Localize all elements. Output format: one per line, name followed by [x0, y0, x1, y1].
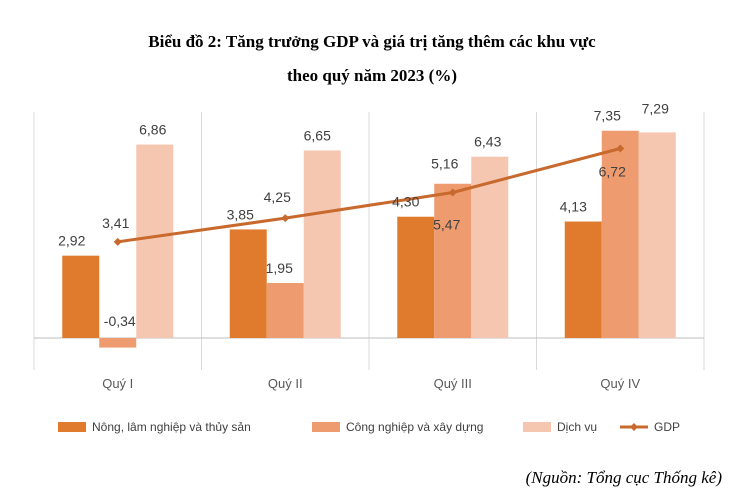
bar-industry-q1: [99, 338, 137, 348]
label-gdp-q1: 3,41: [102, 215, 129, 231]
legend-gdp-marker: [630, 423, 638, 431]
bar-industry-q4: [601, 130, 639, 338]
label-services-q2: 6,65: [304, 127, 331, 143]
bar-agri-q3: [397, 216, 435, 338]
bar-agri-q2: [229, 229, 267, 338]
legend-agri-label: Nông, lâm nghiệp và thủy sản: [92, 420, 251, 434]
bar-services-q1: [136, 144, 174, 338]
gdp-point-q1: [113, 237, 122, 246]
data-labels: 2,92 -0,34 6,86 3,85 1,95 6,65 4,30 5,47 6,43 4,1…: [58, 100, 669, 329]
legend-industry-swatch: [312, 422, 340, 432]
category-label-q2: Quý II: [268, 376, 303, 391]
bar-industry-q3: [434, 183, 472, 338]
chart-title-line-2: theo quý năm 2023 (%): [286, 66, 457, 85]
category-label-q1: Quý I: [102, 376, 133, 391]
gdp-line: [113, 144, 625, 246]
gdp-point-q4: [616, 144, 625, 153]
legend-industry-label: Công nghiệp và xây dựng: [346, 420, 483, 434]
legend: Nông, lâm nghiệp và thủy sản Công nghiệp …: [58, 420, 680, 434]
label-gdp-q4: 6,72: [599, 163, 626, 179]
label-agri-q2: 3,85: [227, 206, 254, 222]
legend-services-label: Dịch vụ: [557, 420, 597, 434]
category-label-q3: Quý III: [434, 376, 472, 391]
label-gdp-q3: 5,16: [431, 155, 458, 171]
label-agri-q1: 2,92: [58, 233, 85, 249]
bars: [62, 130, 676, 348]
category-label-q4: Quý IV: [600, 376, 640, 391]
legend-gdp-label: GDP: [654, 420, 680, 434]
bar-services-q2: [303, 150, 341, 338]
legend-agri-swatch: [58, 422, 86, 432]
label-services-q1: 6,86: [139, 122, 166, 138]
label-gdp-q2: 4,25: [264, 189, 291, 205]
label-industry-q3: 5,47: [433, 217, 460, 233]
bar-agri-q1: [62, 255, 100, 338]
chart-title-line-1: Biểu đồ 2: Tăng trưởng GDP và giá trị tă…: [148, 32, 596, 51]
bar-agri-q4: [564, 221, 602, 338]
bar-services-q4: [638, 132, 676, 338]
gdp-point-q3: [448, 188, 457, 197]
label-industry-q4: 7,35: [594, 108, 621, 124]
bar-industry-q2: [266, 283, 304, 338]
label-industry-q2: 1,95: [266, 260, 293, 276]
label-agri-q3: 4,30: [392, 194, 419, 210]
label-services-q4: 7,29: [642, 100, 669, 116]
label-agri-q4: 4,13: [560, 199, 587, 215]
gdp-line-path: [117, 147, 621, 244]
label-industry-q1: -0,34: [104, 313, 136, 329]
category-axis: Quý I Quý II Quý III Quý IV: [102, 376, 640, 391]
gdp-point-q2: [281, 214, 290, 223]
legend-services-swatch: [523, 422, 551, 432]
source-note: (Nguồn: Tổng cục Thống kê): [525, 468, 722, 487]
label-services-q3: 6,43: [474, 134, 501, 150]
